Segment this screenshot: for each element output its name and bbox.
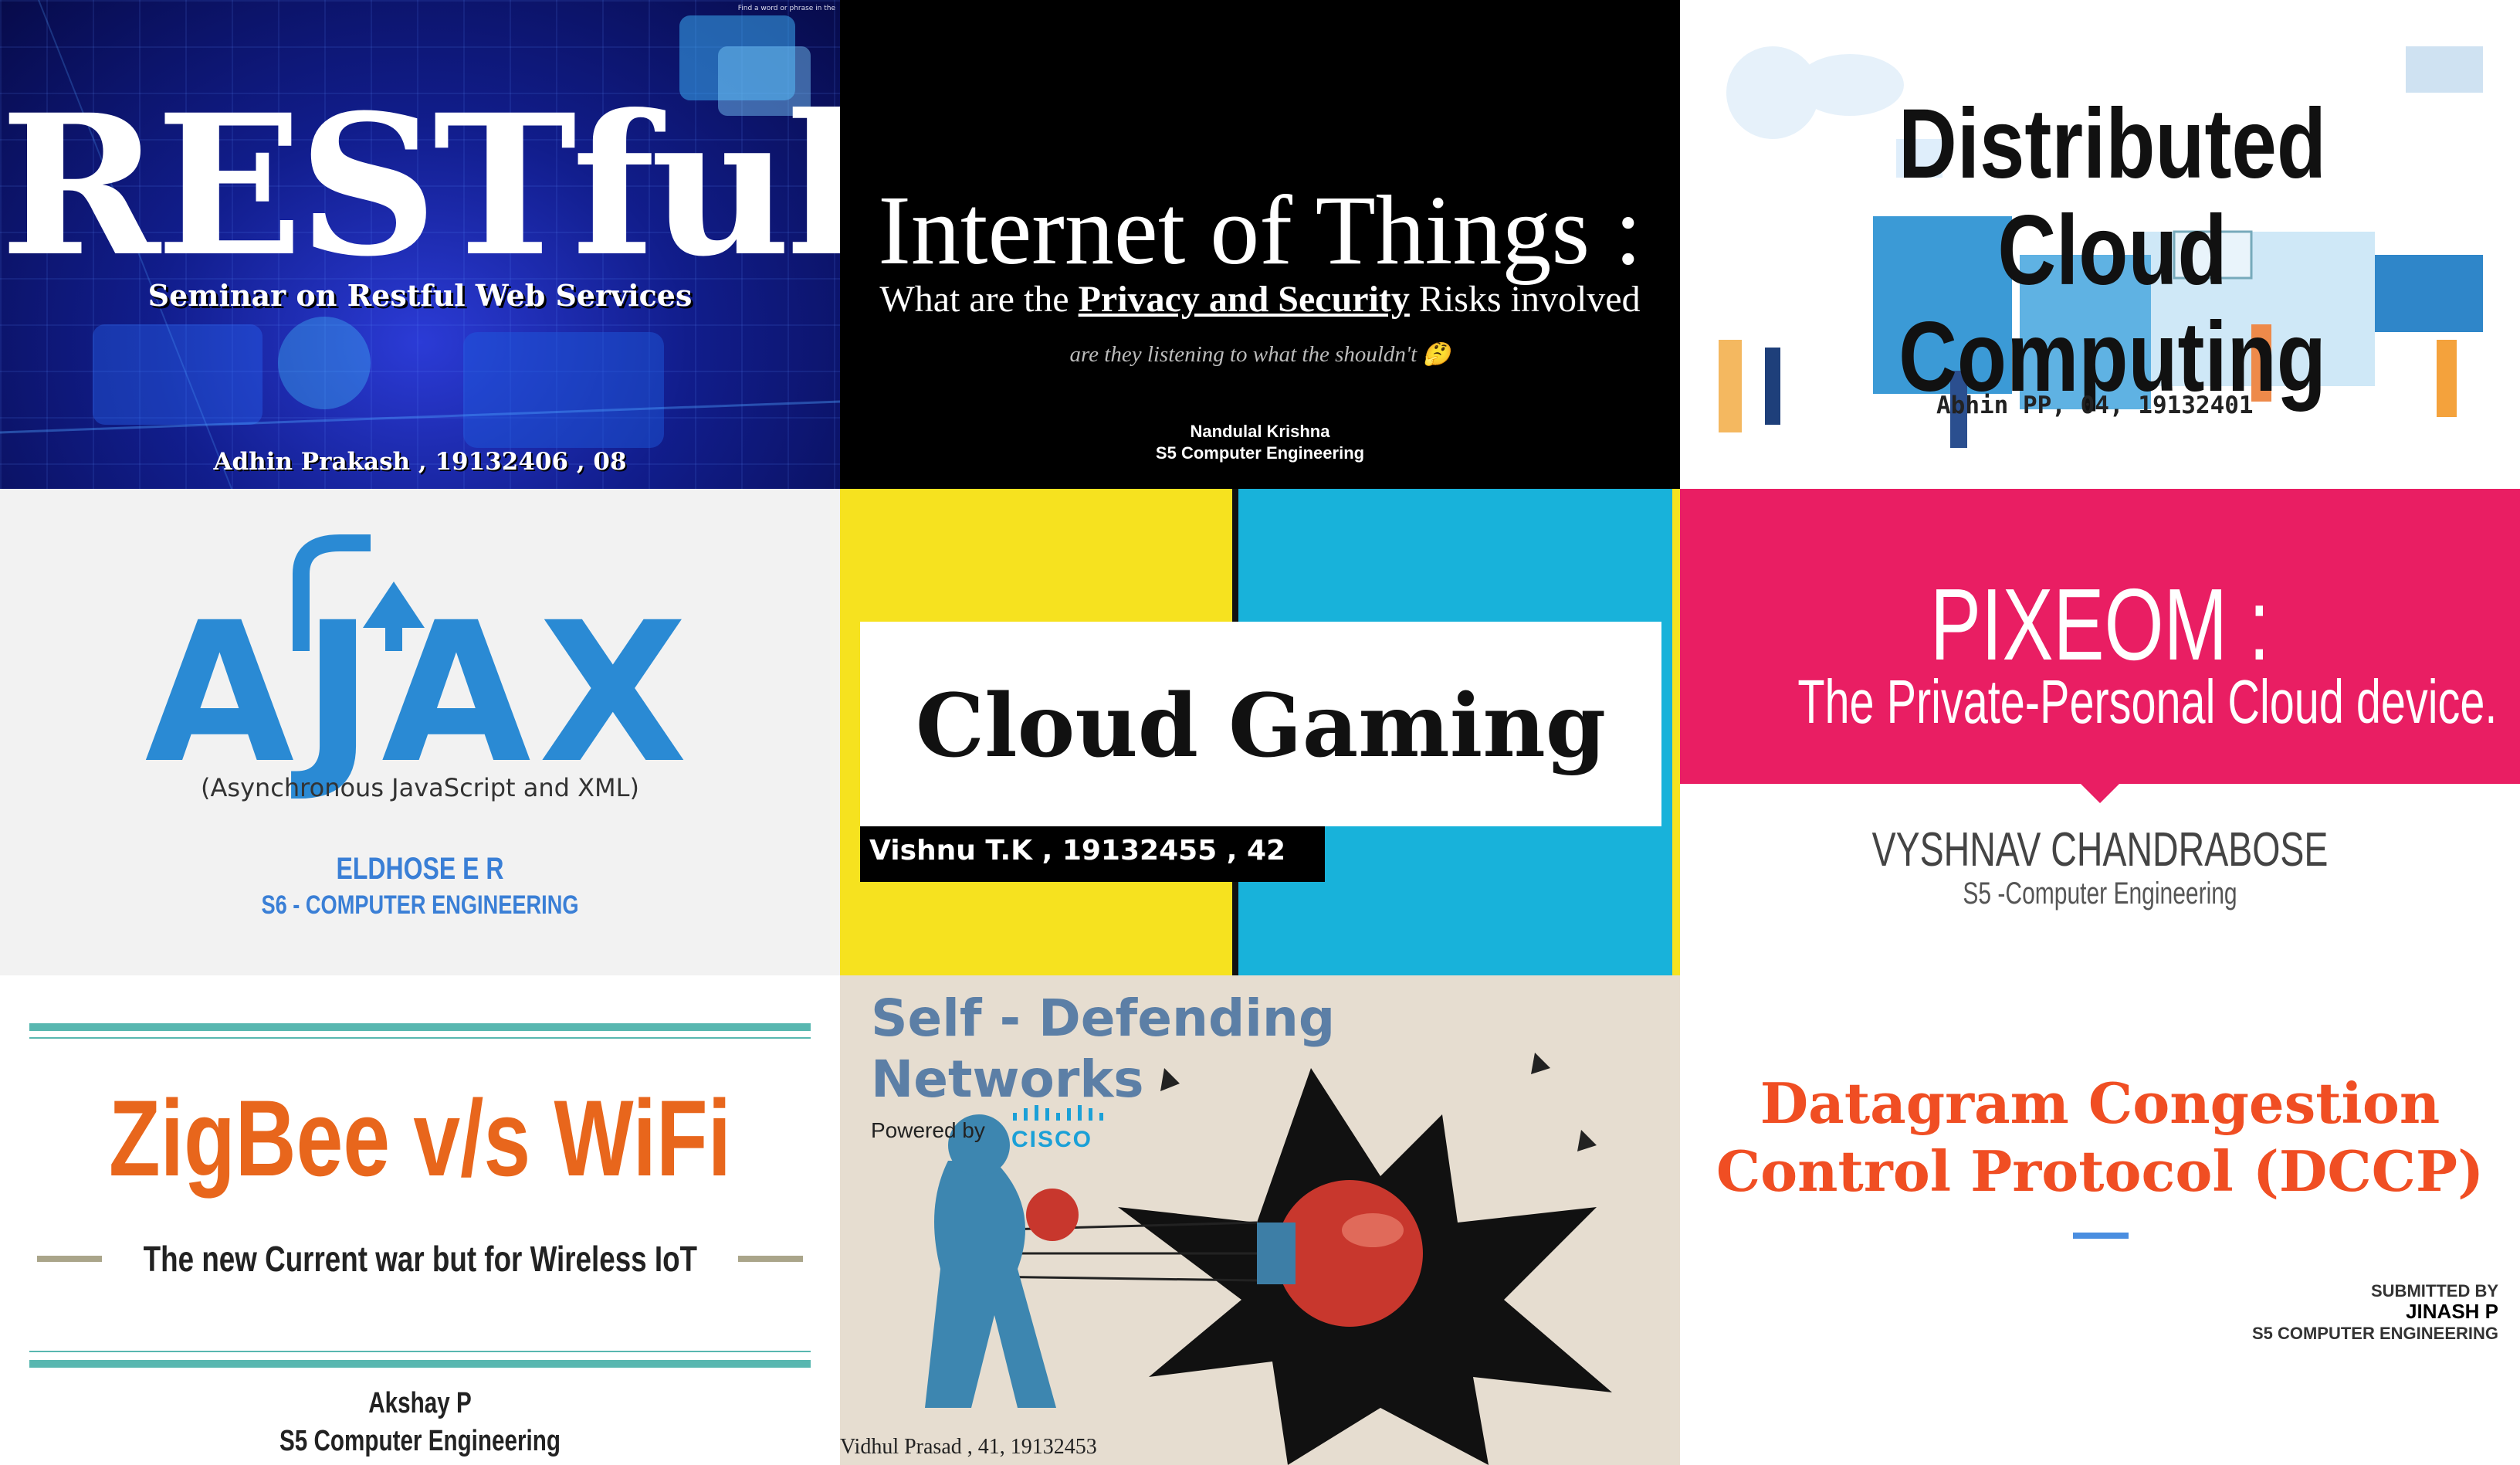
slide-title: ZigBee v/s WiFi bbox=[108, 1077, 732, 1199]
refresh-arrows-icon bbox=[293, 534, 425, 651]
subtitle-post: Risks involved bbox=[1409, 279, 1641, 320]
slide-subtitle: The Private-Personal Cloud device. bbox=[1797, 667, 2498, 736]
slide-tagline: are they listening to what the shouldn't… bbox=[1069, 342, 1451, 367]
slide-cloud-gaming: Cloud Gaming Vishnu T.K , 19132455 , 42 bbox=[840, 489, 1680, 975]
slide-dept: S5 COMPUTER ENGINEERING bbox=[2251, 1324, 2498, 1344]
accent-rule bbox=[2073, 1233, 2129, 1239]
slide-subtitle: Seminar on Restful Web Services bbox=[147, 278, 693, 313]
slide-dept: S5 Computer Engineering bbox=[1155, 443, 1365, 463]
ajax-full-form: (Asynchronous JavaScript and XML) bbox=[201, 773, 639, 802]
slide-ajax: AJAX (Asynchronous JavaScript and XML) E… bbox=[0, 489, 840, 975]
cisco-brand: CISCO bbox=[1011, 1127, 1093, 1152]
author-block: Nandulal Krishna S5 Computer Engineering bbox=[840, 421, 1680, 463]
corner-hint: Find a word or phrase in the bbox=[737, 5, 835, 12]
top-rule bbox=[29, 1023, 811, 1031]
ajax-logo: AJAX bbox=[144, 581, 696, 805]
top-rule-thin bbox=[29, 1037, 811, 1039]
slide-title: PIXEOM : bbox=[1929, 568, 2271, 681]
cisco-logo-icon bbox=[1013, 1105, 1103, 1121]
slide-title: Cloud Gaming bbox=[915, 676, 1607, 777]
slide-distributed-cloud: Distributed Cloud Computing Abhin PP, 04… bbox=[1680, 0, 2520, 489]
title-line-1: Self - Defending bbox=[871, 989, 1336, 1048]
slide-pixeom: PIXEOM : The Private-Personal Cloud devi… bbox=[1680, 489, 2520, 975]
band-pointer bbox=[2079, 782, 2121, 803]
slide-dept: S5 Computer Engineering bbox=[279, 1425, 561, 1458]
title-line-1: Datagram Congestion bbox=[1760, 1070, 2440, 1136]
title-line-1: Distributed Cloud bbox=[1898, 89, 2326, 307]
title-line-2: Control Protocol (DCCP) bbox=[1716, 1138, 2484, 1204]
slide-subtitle: The new Current war but for Wireless IoT bbox=[143, 1239, 697, 1279]
subtitle-pre: What are the bbox=[879, 279, 1079, 320]
pink-band bbox=[1680, 489, 2520, 784]
bottom-rule bbox=[29, 1360, 811, 1368]
cloud-people-illustration bbox=[1719, 46, 2483, 448]
slide-author: JINASH P bbox=[2406, 1300, 2498, 1324]
title-line-2: Computing bbox=[1898, 302, 2326, 413]
dash-left bbox=[36, 1256, 102, 1262]
dash-right bbox=[738, 1256, 804, 1262]
powered-by-label: Powered by bbox=[871, 1118, 985, 1142]
slide-title: Distributed Cloud Computing bbox=[1840, 89, 2384, 413]
circuit-icon bbox=[0, 0, 840, 489]
author-block: Akshay P S5 Computer Engineering bbox=[93, 1385, 748, 1461]
slide-self-defending: Self - Defending Networks Powered by CIS… bbox=[840, 975, 1680, 1465]
bottom-rule-thin bbox=[29, 1351, 811, 1352]
slide-author: Adhin Prakash , 19132406 , 08 bbox=[213, 448, 627, 476]
submitted-label: SUBMITTED BY bbox=[2371, 1281, 2498, 1301]
slide-author: Nandulal Krishna bbox=[1190, 422, 1330, 441]
slide-author: VYSHNAV CHANDRABOSE bbox=[1871, 823, 2329, 877]
subtitle-emphasis: Privacy and Security bbox=[1078, 279, 1410, 320]
slide-restful: Find a word or phrase in the RESTful Sem… bbox=[0, 0, 840, 489]
submitted-block: SUBMITTED BY JINASH P S5 COMPUTER ENGINE… bbox=[2252, 1281, 2498, 1343]
slide-author: ELDHOSE E R bbox=[336, 852, 504, 886]
slide-author: Vishnu T.K , 19132455 , 42 bbox=[869, 835, 1286, 866]
slide-author: Vidhul Prasad , 41, 19132453 bbox=[840, 1435, 1097, 1459]
author-bar bbox=[860, 826, 1325, 882]
subtitle-row: The new Current war but for Wireless IoT bbox=[0, 1238, 840, 1280]
slide-author: Abhin PP, 04, 19132401 bbox=[1936, 392, 2254, 419]
title-line-2: Networks bbox=[871, 1050, 1144, 1110]
slide-iot: Internet of Things : What are the Privac… bbox=[840, 0, 1680, 489]
slide-subtitle: What are the Privacy and Security Risks … bbox=[840, 278, 1680, 320]
slide-title: Internet of Things : bbox=[878, 175, 1642, 285]
slide-title: RESTful bbox=[0, 72, 840, 299]
slide-title: Self - Defending Networks bbox=[871, 988, 1335, 1110]
title-box bbox=[860, 622, 1661, 826]
slide-dept: S6 - COMPUTER ENGINEERING bbox=[261, 890, 579, 920]
slide-author: Akshay P bbox=[368, 1387, 472, 1419]
slide-dccp: Datagram Congestion Control Protocol (DC… bbox=[1680, 975, 2520, 1465]
slide-dept: S5 -Computer Engineering bbox=[1963, 877, 2237, 911]
slide-zigbee: ZigBee v/s WiFi The new Current war but … bbox=[0, 975, 840, 1465]
boxing-glove-icon bbox=[925, 1053, 1612, 1465]
slide-title: Datagram Congestion Control Protocol (DC… bbox=[1680, 1070, 2520, 1206]
